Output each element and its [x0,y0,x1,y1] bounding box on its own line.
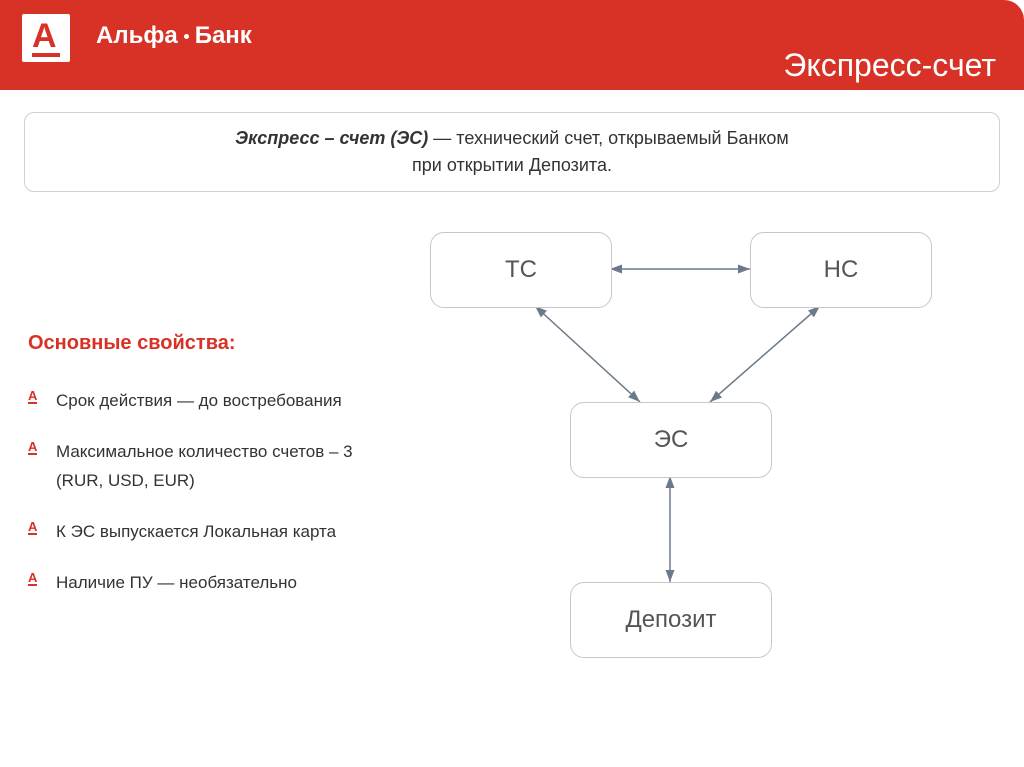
bank-name: Альфа Банк [96,22,252,50]
properties-list: Срок действия — до востребования Максима… [28,387,388,619]
list-item: Максимальное количество счетов – 3 (RUR,… [28,438,388,496]
list-item: К ЭС выпускается Локальная карта [28,518,388,547]
header-bar: А Альфа Банк Экспресс-счет [0,0,1024,90]
bank-name-part2: Банк [195,22,252,49]
flowchart: ТС НС ЭС Депозит [380,212,1000,692]
bank-name-part1: Альфа [96,22,178,49]
flowchart-edge [710,306,820,402]
page-title: Экспресс-счет [783,47,996,84]
section-title: Основные свойства: [28,332,236,355]
definition-term: Экспресс – счет (ЭС) [235,128,428,148]
definition-text1: технический счет, открываемый Банком [456,128,789,148]
flowchart-node-tc: ТС [430,232,612,308]
flowchart-node-es: ЭС [570,402,772,478]
flowchart-node-nc: НС [750,232,932,308]
definition-box: Экспресс – счет (ЭС) — технический счет,… [24,112,1000,192]
content-area: Основные свойства: Срок действия — до во… [0,192,1024,752]
logo-box: А [22,14,70,62]
list-item: Наличие ПУ — необязательно [28,569,388,598]
bank-name-dot [184,34,189,39]
flowchart-node-dep: Депозит [570,582,772,658]
definition-text2: при открытии Депозита. [412,155,612,175]
logo-letter: А [32,19,60,57]
list-item: Срок действия — до востребования [28,387,388,416]
flowchart-edge [535,306,640,402]
definition-dash: — [428,128,456,148]
